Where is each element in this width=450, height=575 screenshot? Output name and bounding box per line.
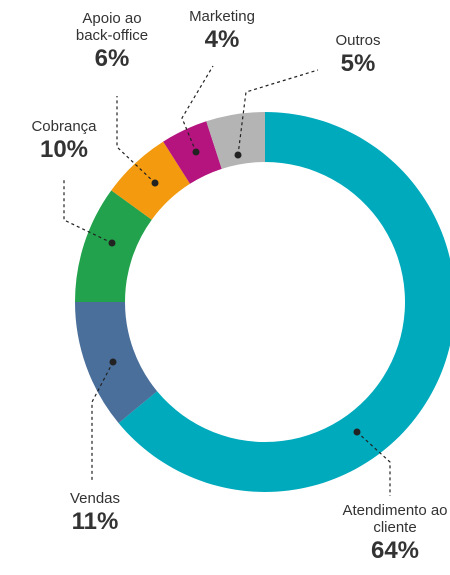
segment-label: Vendas 11% (45, 490, 145, 537)
category-name: Cobrança (31, 118, 97, 135)
value-label: 6% (94, 45, 130, 72)
value-label: 10% (39, 136, 89, 163)
segment-label: Cobrança 10% (14, 118, 114, 165)
donut-segment (163, 121, 222, 184)
leader-line (116, 96, 156, 184)
leader-dot (192, 148, 200, 156)
category-name: Atendimento ao cliente (342, 502, 448, 536)
donut-segment (111, 141, 190, 220)
leader-line (91, 361, 114, 482)
leader-line (356, 431, 391, 496)
value-label: 4% (204, 26, 240, 53)
value-label: 11% (71, 508, 119, 535)
leader-line (63, 180, 113, 244)
category-name: Apoio ao back-office (75, 10, 149, 44)
leader-dot (109, 358, 117, 366)
leader-dot (353, 428, 361, 436)
segment-label: Marketing 4% (172, 8, 272, 55)
leader-dot (151, 179, 159, 187)
value-label: 64% (370, 537, 420, 564)
value-label: 5% (340, 50, 376, 77)
leader-dot (234, 151, 242, 159)
donut-segment (206, 112, 265, 169)
category-name: Outros (335, 32, 381, 49)
leader-line (181, 65, 214, 153)
leader-dot (108, 239, 116, 247)
donut-segment (118, 112, 450, 492)
segment-label: Atendimento ao cliente 64% (340, 502, 450, 566)
segment-label: Apoio ao back-office 6% (62, 10, 162, 74)
category-name: Marketing (189, 8, 255, 25)
category-name: Vendas (69, 490, 121, 507)
segment-label: Outros 5% (310, 32, 406, 79)
